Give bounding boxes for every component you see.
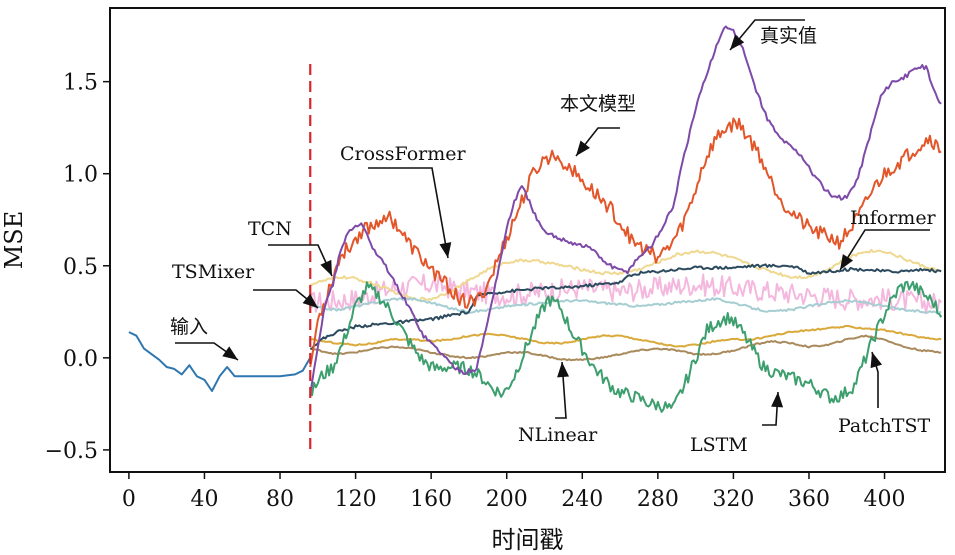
arrowhead	[771, 392, 784, 408]
arrowhead	[557, 362, 570, 378]
annotation-leader-line	[839, 229, 930, 271]
annotation-label: PatchTST	[838, 415, 930, 437]
x-tick-label: 0	[122, 487, 136, 512]
y-tick-label: 0.5	[63, 255, 98, 280]
y-tick-label: −0.5	[45, 439, 98, 464]
y-tick-label: 0.0	[63, 347, 98, 372]
arrowhead	[439, 242, 452, 258]
series-line-patchtst	[310, 325, 942, 348]
annotation-真实值: 真实值	[729, 19, 817, 51]
x-tick-label: 200	[486, 487, 528, 512]
series-line-tsmixer	[309, 297, 942, 314]
annotation-label: Informer	[850, 207, 937, 229]
series-line-crossformer	[309, 273, 943, 315]
x-tick-label: 240	[561, 487, 603, 512]
annotation-leader-line	[268, 244, 333, 277]
arrowhead	[222, 346, 238, 360]
ticks-layer: 0 40 80 120 160 200 240 280 320 360 400 −0.5 0.0 0.5 1…	[45, 71, 906, 512]
arrowhead	[302, 293, 318, 308]
series-line-lstm	[309, 280, 943, 413]
annotation-nlinear: NLinear	[518, 361, 598, 446]
annotation-label: NLinear	[518, 424, 598, 446]
y-tick-label: 1.0	[63, 163, 98, 188]
arrowhead	[870, 352, 883, 369]
y-tick-label: 1.5	[63, 71, 98, 96]
annotation-informer: Informer	[839, 207, 937, 271]
x-tick-label: 360	[788, 487, 830, 512]
annotation-lstm: LSTM	[690, 391, 784, 456]
annotation-输入: 输入	[170, 316, 239, 361]
x-tick-label: 160	[410, 487, 452, 512]
annotation-label: LSTM	[690, 434, 748, 456]
annotation-leader-line	[368, 167, 449, 259]
arrowhead	[840, 254, 854, 270]
x-tick-label: 320	[712, 487, 754, 512]
series-line-本文模型	[309, 117, 942, 368]
x-tick-label: 400	[864, 487, 906, 512]
annotation-本文模型: 本文模型	[560, 93, 636, 157]
annotation-leader-line	[762, 391, 779, 426]
annotation-tsmixer: TSMixer	[172, 261, 319, 309]
plot-frame	[109, 7, 946, 473]
annotation-label: TSMixer	[172, 261, 255, 283]
x-tick-label: 280	[637, 487, 679, 512]
annotation-label: 真实值	[760, 25, 817, 47]
x-tick-label: 40	[190, 487, 218, 512]
arrowhead	[730, 34, 745, 50]
annotation-label: TCN	[248, 218, 292, 240]
annotation-label: 本文模型	[560, 93, 636, 115]
annotation-label: CrossFormer	[340, 143, 466, 165]
x-tick-label: 80	[266, 487, 294, 512]
y-axis-title: MSE	[0, 211, 28, 270]
x-tick-label: 120	[335, 487, 377, 512]
annotation-label: 输入	[170, 316, 208, 338]
series-line-输入	[128, 331, 312, 392]
arrowhead	[320, 259, 332, 276]
annotation-leader-line	[555, 361, 567, 419]
x-axis-title: 时间戳	[492, 526, 564, 554]
annotation-tcn: TCN	[248, 218, 333, 277]
series-line-真实值	[309, 25, 942, 395]
series-layer	[128, 25, 943, 413]
annotation-patchtst: PatchTST	[838, 351, 930, 437]
arrowhead	[576, 140, 590, 156]
annotation-crossformer: CrossFormer	[340, 143, 466, 259]
